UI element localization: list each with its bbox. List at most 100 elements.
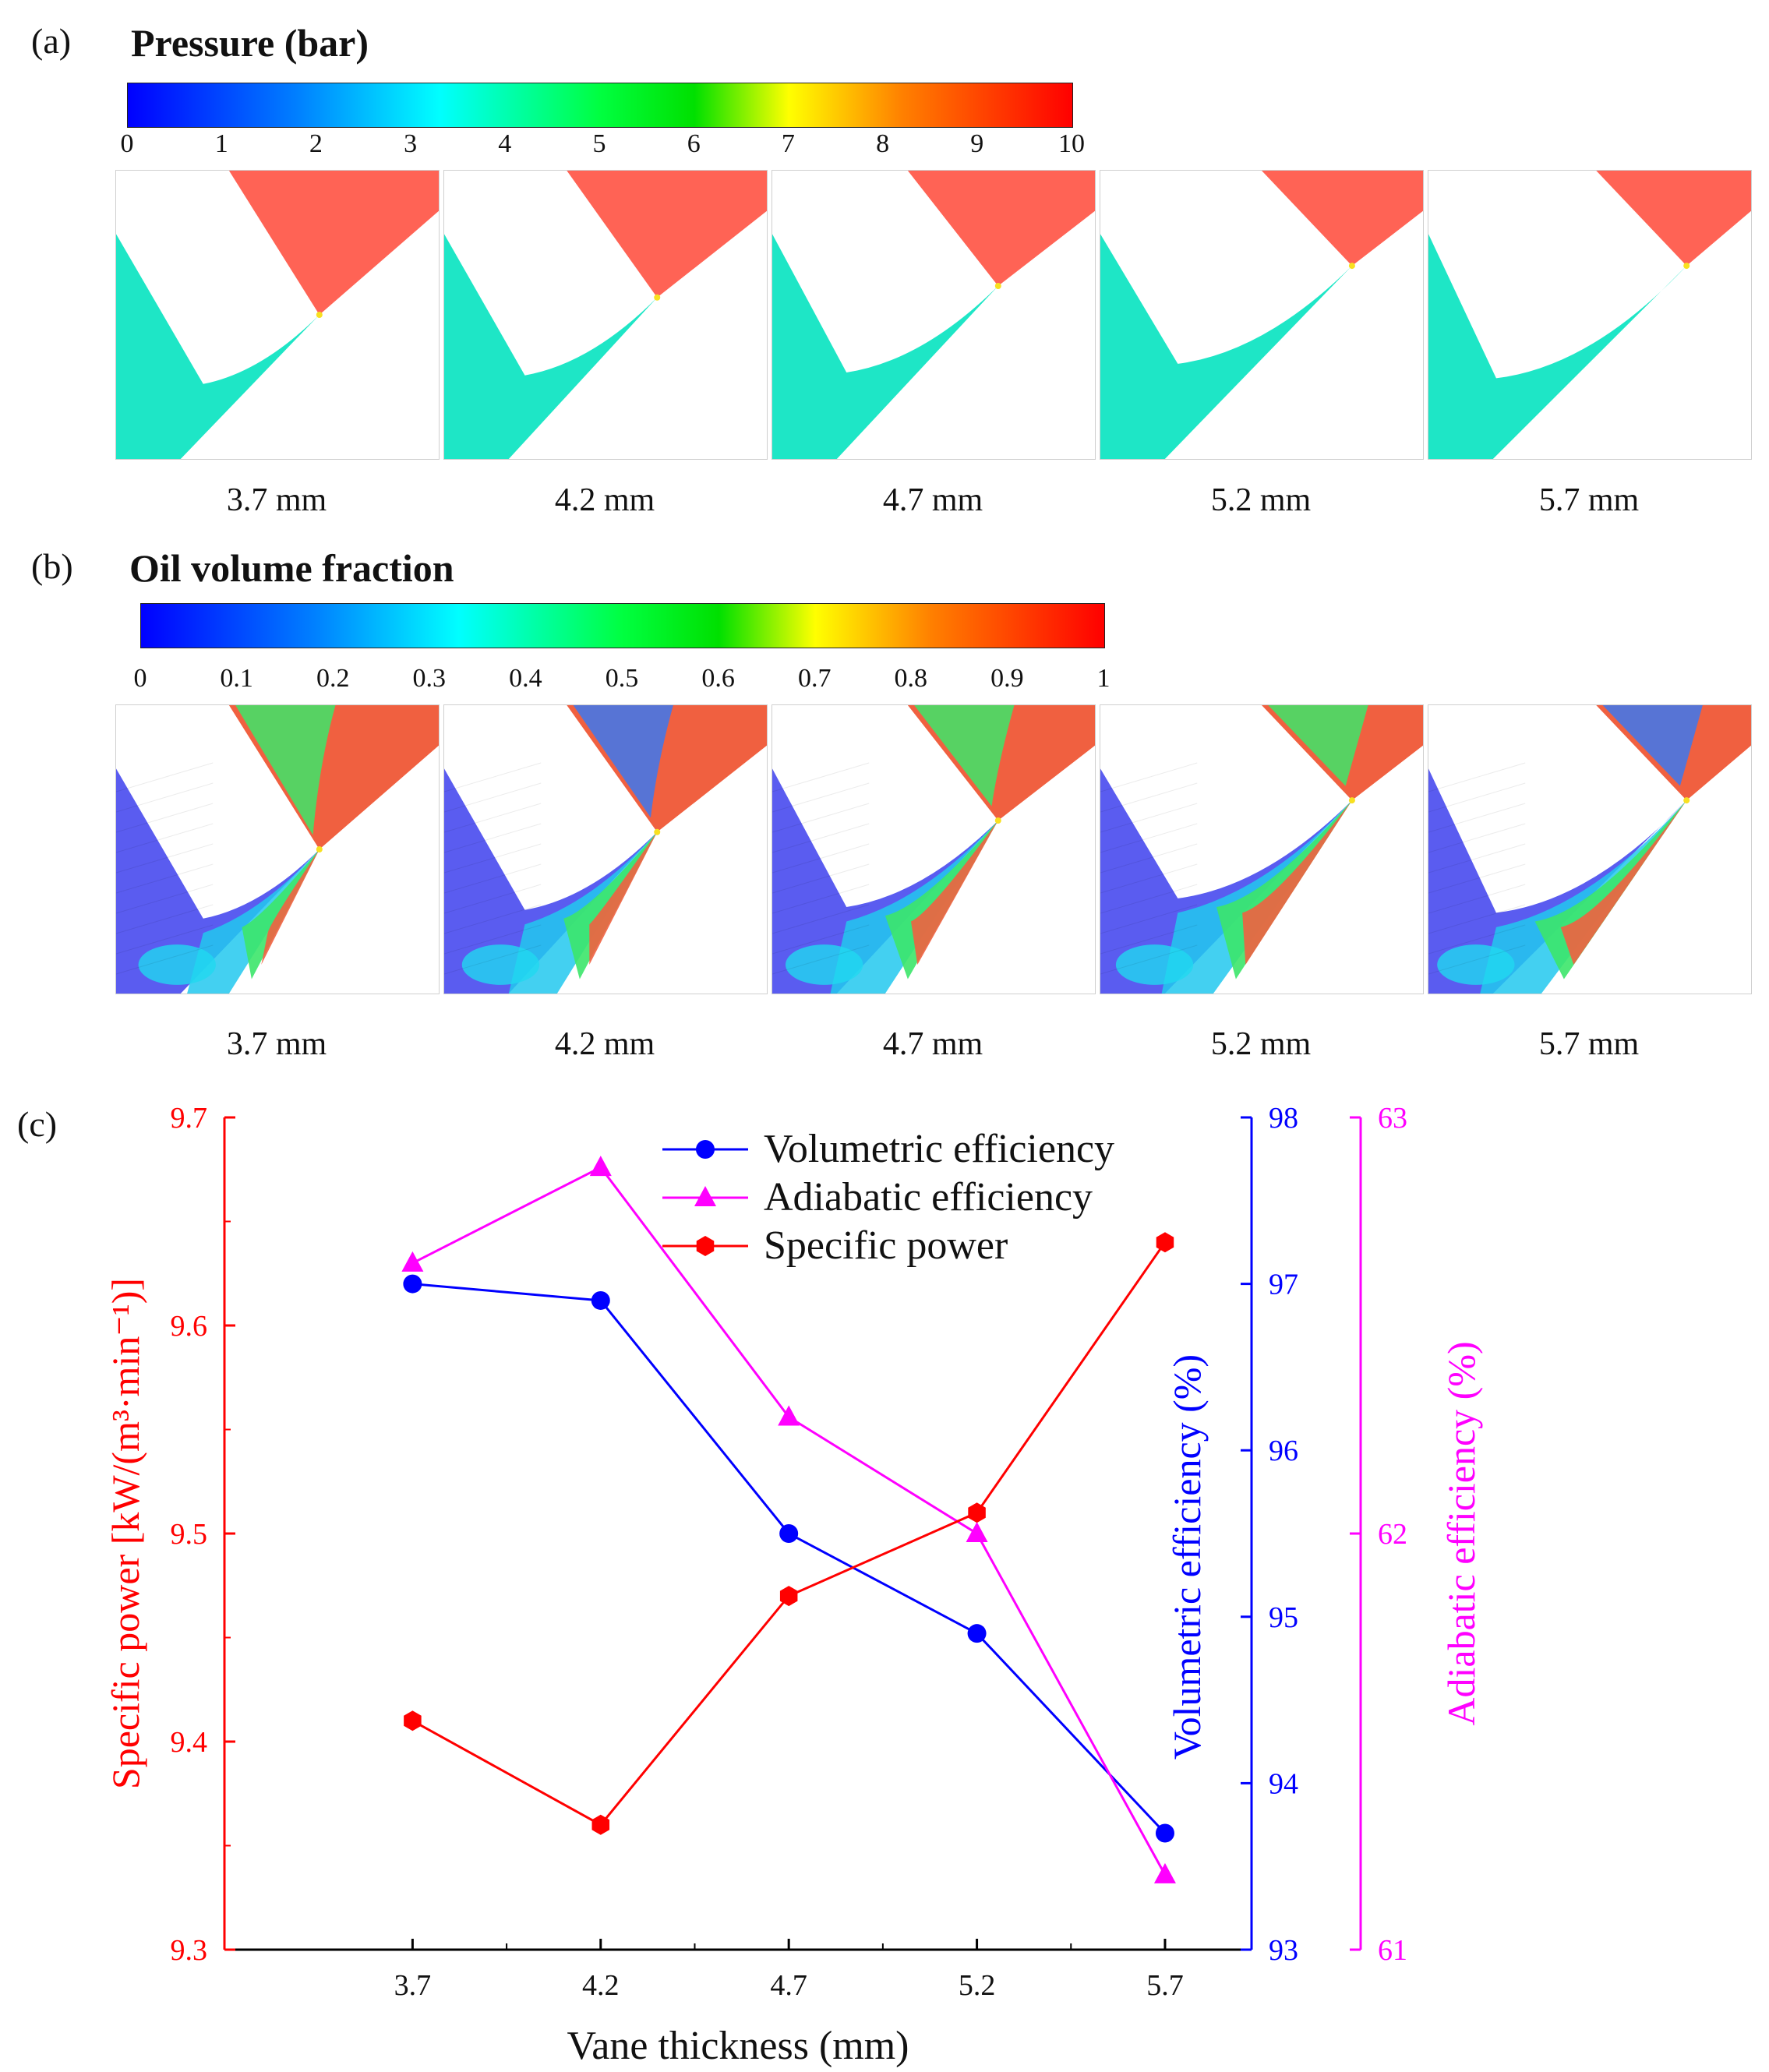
x-tick-label: 3.7	[394, 1969, 432, 2002]
mesh-line	[1428, 863, 1526, 894]
mesh-line	[772, 803, 870, 833]
mesh-line	[1100, 762, 1198, 792]
oil-fraction-colorbar-tick: 0.9	[990, 664, 1024, 693]
low-pressure-region	[444, 234, 658, 459]
volumetric-legend-marker	[696, 1140, 715, 1159]
clearance-tip	[316, 312, 323, 318]
volumetric-point	[779, 1524, 799, 1543]
adiabatic-line	[411, 1166, 1167, 1876]
pressure-colorbar-tick: 8	[876, 129, 890, 158]
left-tick-label: 9.7	[171, 1102, 208, 1135]
oil-contour-panel	[1100, 704, 1424, 994]
volumetric-line	[412, 1283, 1167, 1834]
oil-fraction-colorbar	[140, 603, 1105, 648]
oil-fraction-colorbar-tick: 0.5	[605, 664, 639, 693]
mesh-line	[1100, 904, 1198, 934]
panel-b-label: (b)	[31, 546, 73, 586]
oil-contour-panel	[115, 704, 440, 994]
mesh-line	[1428, 823, 1526, 853]
clearance-tip	[994, 283, 1001, 289]
contour-svg	[772, 705, 1095, 994]
adiabatic-point	[778, 1405, 800, 1426]
left-tick-label: 9.5	[171, 1518, 208, 1551]
pressure-colorbar-tick: 1	[214, 129, 228, 158]
left-tick-label: 9.4	[171, 1726, 208, 1759]
left-tick-label: 9.6	[171, 1310, 208, 1343]
specific-power-point	[968, 1502, 986, 1523]
mesh-line	[1100, 884, 1198, 914]
specific-power-legend-label: Specific power	[764, 1223, 1008, 1268]
vapor-region	[1268, 705, 1368, 786]
x-tick-label: 5.2	[959, 1969, 996, 2002]
mesh-line	[116, 863, 214, 894]
mesh-line	[772, 944, 870, 975]
low-pressure-region	[1100, 234, 1352, 459]
adiabatic-point	[966, 1522, 988, 1542]
mixing-region	[461, 944, 540, 985]
mesh-line	[772, 863, 870, 894]
x-axis-label: Vane thickness (mm)	[567, 2024, 909, 2068]
vapor-region	[235, 705, 336, 835]
volumetric-point	[403, 1274, 422, 1294]
x-tick-label: 4.2	[582, 1969, 620, 2002]
low-pressure-region	[1100, 768, 1352, 994]
pressure-contour-panel	[1100, 170, 1424, 460]
x-tick-label: 5.7	[1146, 1969, 1184, 2002]
mixing-region	[1534, 800, 1687, 980]
adiabatic-axis-label: Adiabatic efficiency (%)	[1439, 1341, 1483, 1725]
contour-svg	[116, 705, 439, 994]
mesh-line	[444, 782, 542, 813]
mesh-line	[1100, 803, 1198, 833]
right-tick-label: 97	[1269, 1269, 1298, 1301]
mesh-line	[772, 884, 870, 914]
oil-rich-region	[911, 821, 998, 965]
low-pressure-region	[1428, 768, 1687, 994]
performance-chart: 3.7 4.2 4.7 5.2 5.7 Vane thickness (mm) 9.3 9.4…	[104, 1102, 1483, 2068]
vane-thickness-caption: 5.2 mm	[1210, 1026, 1312, 1062]
pressure-colorbar-tick: 7	[781, 129, 795, 158]
mesh-line	[444, 762, 542, 792]
adiabatic-tick-label: 63	[1378, 1102, 1407, 1135]
pressure-contour-panel	[443, 170, 768, 460]
vane-thickness-caption: 5.7 mm	[1538, 482, 1640, 518]
high-pressure-region	[228, 171, 439, 315]
clearance-tip	[654, 828, 661, 835]
mesh-line	[1428, 803, 1526, 833]
mesh-line	[1100, 924, 1198, 955]
high-pressure-region	[1596, 171, 1751, 267]
mesh-line	[1428, 884, 1526, 914]
mesh-line	[116, 904, 214, 934]
clearance-tip	[1348, 263, 1355, 270]
clearance-tip	[994, 817, 1001, 824]
clearance-tip	[1683, 263, 1690, 270]
mesh-line	[444, 843, 542, 874]
contour-svg	[1428, 705, 1751, 994]
pressure-colorbar-tick: 4	[498, 129, 512, 158]
mixing-region	[1480, 800, 1687, 994]
volumetric-legend-label: Volumetric efficiency	[764, 1127, 1114, 1171]
clearance-tip	[1683, 797, 1690, 804]
contour-svg	[1100, 171, 1423, 459]
mesh-line	[1100, 944, 1198, 975]
adiabatic-tick-label: 62	[1378, 1518, 1407, 1551]
clearance-tip	[1348, 797, 1355, 804]
oil-fraction-colorbar-tick: 0	[133, 664, 147, 693]
specific-power-point	[779, 1586, 798, 1607]
mesh-line	[1100, 863, 1198, 894]
oil-rich-region	[589, 831, 658, 965]
mesh-line	[1428, 762, 1526, 792]
pressure-colorbar	[127, 83, 1073, 128]
mesh-line	[772, 924, 870, 955]
mesh-line	[1428, 944, 1526, 975]
vane-thickness-caption: 3.7 mm	[226, 482, 327, 518]
left-axis-label: Specific power [kW/(m³·min⁻¹)]	[104, 1278, 147, 1789]
pressure-title: Pressure (bar)	[131, 21, 369, 65]
oil-contour-panel	[1428, 704, 1752, 994]
adiabatic-legend-label: Adiabatic efficiency	[764, 1175, 1093, 1220]
low-pressure-region	[772, 234, 998, 459]
right-tick-label: 96	[1269, 1435, 1298, 1467]
oil-fraction-colorbar-tick: 0.7	[797, 664, 832, 693]
oil-rich-region	[1560, 800, 1687, 965]
mixing-region	[1437, 944, 1515, 985]
oil-fraction-title: Oil volume fraction	[129, 546, 454, 590]
